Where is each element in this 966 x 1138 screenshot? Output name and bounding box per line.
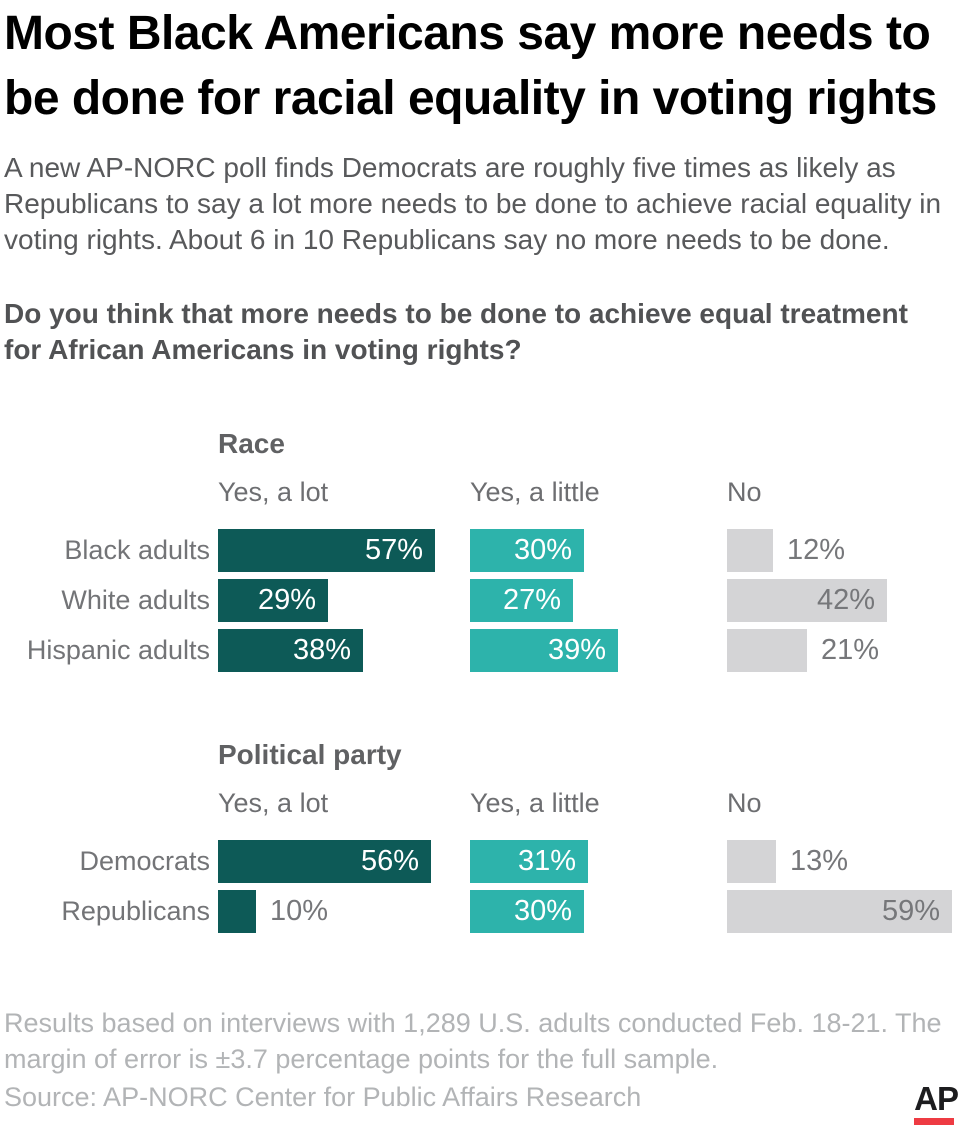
row-label: Republicans — [61, 896, 210, 926]
section-title: Political party — [218, 739, 402, 770]
bar-value-label: 38% — [292, 634, 351, 666]
bar-segment — [727, 629, 807, 672]
bar-value-label: 56% — [360, 845, 419, 877]
bar-value-label: 12% — [787, 534, 846, 566]
ap-logo-text: AP — [914, 1080, 959, 1117]
column-header: Yes, a little — [470, 477, 600, 507]
page-title: Most Black Americans say more needs to b… — [4, 7, 937, 125]
column-header: Yes, a little — [470, 788, 600, 818]
subtitle-text: A new AP-NORC poll finds Democrats are r… — [4, 152, 942, 255]
poll-question: Do you think that more needs to be done … — [4, 298, 908, 365]
bar-segment: 42% — [727, 579, 887, 622]
bar-segment: 59% — [727, 890, 952, 933]
source-credit: Source: AP-NORC Center for Public Affair… — [4, 1082, 642, 1112]
column-header: Yes, a lot — [218, 788, 329, 818]
row-label: Democrats — [79, 846, 210, 876]
bar-value-label: 30% — [513, 895, 572, 927]
column-header: No — [727, 477, 762, 507]
bar-value-label: 21% — [821, 634, 880, 666]
methodology-note: Results based on interviews with 1,289 U… — [4, 1008, 942, 1074]
ap-logo: AP — [914, 1080, 959, 1125]
bar-segment — [727, 529, 773, 572]
section-title: Race — [218, 428, 285, 459]
column-header: Yes, a lot — [218, 477, 329, 507]
bar-value-label: 42% — [816, 584, 875, 616]
bar-segment — [727, 840, 776, 883]
bar-value-label: 13% — [790, 845, 849, 877]
bar-segment: 31% — [470, 840, 588, 883]
column-header: No — [727, 788, 762, 818]
bar-segment: 30% — [470, 529, 584, 572]
bar-value-label: 59% — [881, 895, 940, 927]
ap-logo-red-bar — [914, 1118, 955, 1125]
bar-segment: 29% — [218, 579, 328, 622]
bar-segment — [218, 890, 256, 933]
bar-value-label: 39% — [547, 634, 606, 666]
bar-value-label: 30% — [513, 534, 572, 566]
bar-segment: 27% — [470, 579, 573, 622]
row-label: Hispanic adults — [26, 635, 210, 665]
bar-segment: 38% — [218, 629, 363, 672]
bar-value-label: 57% — [364, 534, 423, 566]
bar-segment: 56% — [218, 840, 431, 883]
bar-value-label: 31% — [517, 845, 576, 877]
row-label: Black adults — [64, 535, 210, 565]
row-label: White adults — [61, 585, 210, 615]
bar-segment: 30% — [470, 890, 584, 933]
bar-value-label: 10% — [270, 895, 329, 927]
bar-value-label: 29% — [257, 584, 316, 616]
bar-segment: 57% — [218, 529, 435, 572]
bar-value-label: 27% — [502, 584, 561, 616]
bar-segment: 39% — [470, 629, 618, 672]
